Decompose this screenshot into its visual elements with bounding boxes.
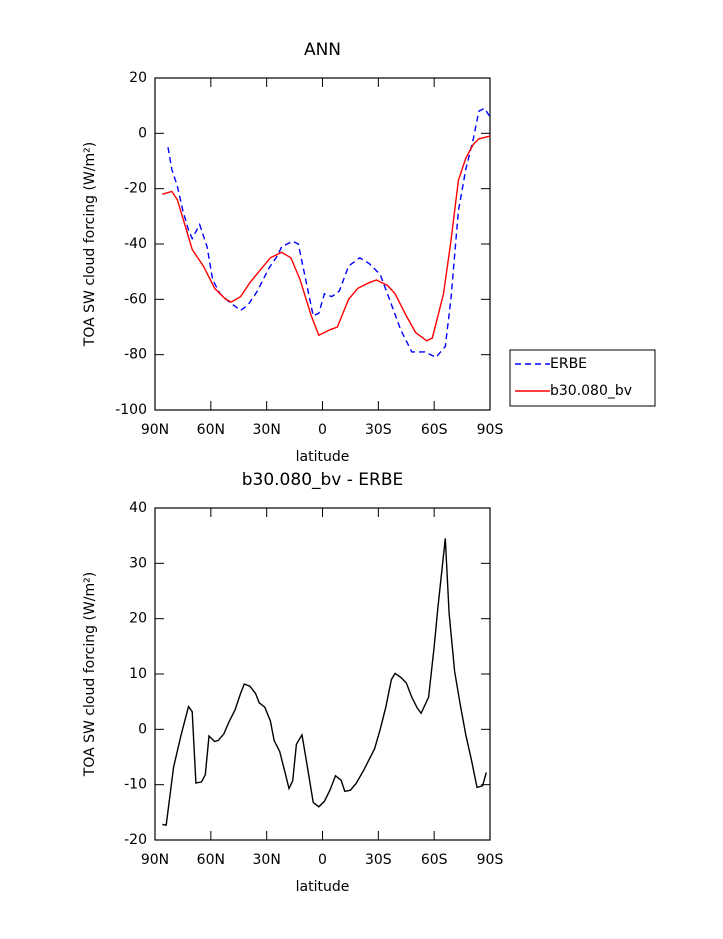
y-tick-label: 10 <box>129 666 147 682</box>
legend-label: ERBE <box>550 356 587 372</box>
y-tick-label: -20 <box>124 181 147 197</box>
y-tick-label: 30 <box>129 555 147 571</box>
y-axis-label: TOA SW cloud forcing (W/m²) <box>82 572 98 777</box>
y-axis-label: TOA SW cloud forcing (W/m²) <box>82 142 98 347</box>
y-tick-label: 0 <box>138 125 147 141</box>
y-tick-label: -40 <box>124 236 147 252</box>
x-tick-label: 90S <box>477 422 504 438</box>
y-tick-label: -60 <box>124 291 147 307</box>
x-tick-label: 90S <box>477 852 504 868</box>
data-line <box>167 107 491 359</box>
data-line <box>162 135 491 342</box>
plot-frame <box>154 77 491 411</box>
x-tick-label: 30N <box>253 422 281 438</box>
legend-label: b30.080_bv <box>550 383 632 399</box>
plot-frame <box>154 507 491 841</box>
x-tick-label: 90N <box>141 422 169 438</box>
y-tick-label: -100 <box>115 402 147 418</box>
y-tick-label: 40 <box>129 500 147 516</box>
x-tick-label: 60N <box>197 422 225 438</box>
x-tick-label: 30N <box>253 852 281 868</box>
legend-box <box>509 349 656 407</box>
x-tick-label: 30S <box>365 422 392 438</box>
x-tick-label: 60N <box>197 852 225 868</box>
chart-title: b30.080_bv - ERBE <box>242 470 404 490</box>
x-tick-label: 60S <box>421 422 448 438</box>
x-tick-label: 0 <box>318 422 327 438</box>
y-tick-label: -20 <box>124 832 147 848</box>
x-axis-label: latitude <box>296 879 350 895</box>
y-tick-label: 20 <box>129 70 147 86</box>
y-tick-label: -10 <box>124 777 147 793</box>
x-tick-label: 60S <box>421 852 448 868</box>
x-tick-label: 0 <box>318 852 327 868</box>
x-tick-label: 90N <box>141 852 169 868</box>
y-tick-label: 0 <box>138 721 147 737</box>
x-tick-label: 30S <box>365 852 392 868</box>
y-tick-label: 20 <box>129 611 147 627</box>
y-tick-label: -80 <box>124 347 147 363</box>
chart-title: ANN <box>304 40 341 60</box>
x-axis-label: latitude <box>296 449 350 465</box>
data-line <box>162 538 487 826</box>
